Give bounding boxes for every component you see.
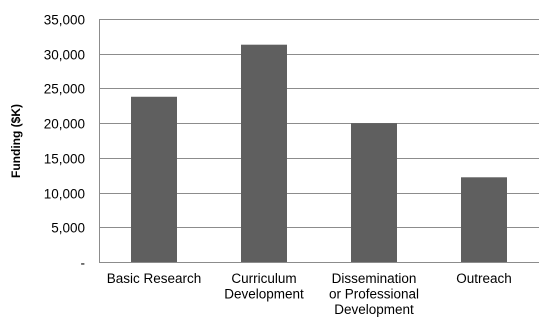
- axes: [99, 19, 539, 263]
- x-category-labels: Basic Research Curriculum Development Disse…: [107, 271, 512, 317]
- y-tick-label: 30,000: [44, 48, 85, 63]
- x-category-label: Dissemination or Professional Development: [329, 271, 419, 317]
- bar: [461, 177, 507, 262]
- x-category-label: Basic Research: [107, 271, 202, 286]
- bar: [241, 44, 287, 263]
- y-tick-labels: - 5,000 10,000 15,000 20,000 25,000 30,000 35,0…: [44, 13, 85, 271]
- y-tick-label: 5,000: [51, 221, 85, 236]
- y-tick-label: 35,000: [44, 13, 85, 28]
- x-category-label: Outreach: [456, 271, 512, 286]
- y-tick-label: 20,000: [44, 117, 85, 132]
- y-tick-label: -: [81, 256, 86, 271]
- y-tick-label: 25,000: [44, 82, 85, 97]
- y-tick-label: 10,000: [44, 187, 85, 202]
- y-axis-title: Funding ($K): [9, 104, 23, 178]
- bars: [131, 44, 507, 263]
- y-tick-label: 15,000: [44, 152, 85, 167]
- bar: [351, 123, 397, 263]
- x-category-label: Curriculum Development: [224, 271, 304, 302]
- bar: [131, 96, 177, 262]
